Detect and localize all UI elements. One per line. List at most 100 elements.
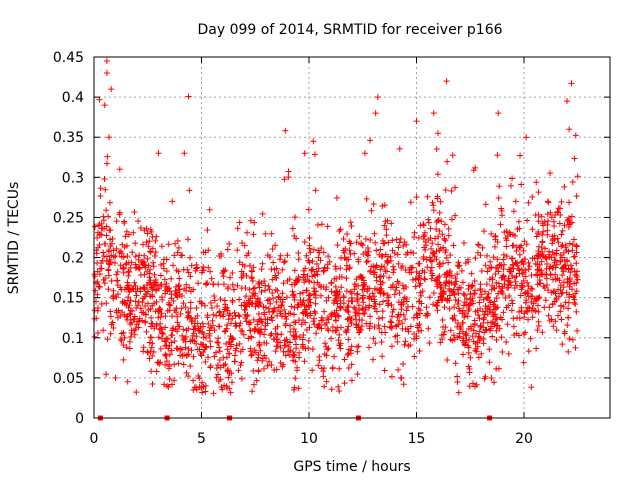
data-point <box>331 311 338 318</box>
data-point <box>249 278 256 285</box>
data-point <box>515 218 522 225</box>
data-point <box>224 346 231 353</box>
data-point <box>224 322 231 329</box>
data-point <box>323 297 330 304</box>
data-point <box>125 285 132 292</box>
data-point <box>301 358 308 365</box>
data-point <box>503 338 510 345</box>
data-point <box>162 324 169 331</box>
data-point <box>266 296 273 303</box>
data-point <box>291 319 298 326</box>
data-point <box>436 247 443 254</box>
data-point <box>565 314 572 321</box>
data-point <box>299 299 306 306</box>
data-point <box>354 371 361 378</box>
data-point <box>227 389 234 396</box>
data-point <box>228 370 235 377</box>
data-point <box>443 255 450 262</box>
data-point <box>96 96 103 103</box>
data-point <box>158 310 165 317</box>
data-point <box>183 281 190 288</box>
data-point <box>441 328 448 335</box>
data-point <box>441 304 448 311</box>
data-point <box>459 320 466 327</box>
data-point <box>561 328 568 335</box>
data-point <box>186 254 193 261</box>
data-point <box>547 170 554 177</box>
data-point <box>454 271 461 278</box>
data-point <box>373 262 380 269</box>
data-point <box>294 304 301 311</box>
data-point <box>130 229 137 236</box>
data-point <box>400 242 407 249</box>
data-point <box>140 284 147 291</box>
data-point <box>381 367 388 374</box>
data-point <box>238 375 245 382</box>
data-point <box>539 329 546 336</box>
data-point <box>265 283 272 290</box>
data-point <box>405 328 412 335</box>
data-point <box>336 387 343 394</box>
data-point <box>95 244 102 251</box>
data-point <box>452 184 459 191</box>
data-point <box>437 198 444 205</box>
data-point <box>426 254 433 261</box>
data-point <box>137 285 144 292</box>
data-point <box>569 286 576 293</box>
data-point <box>352 305 359 312</box>
data-point <box>146 248 153 255</box>
data-point <box>337 345 344 352</box>
data-point <box>205 354 212 361</box>
data-point <box>463 295 470 302</box>
data-point <box>482 303 489 310</box>
data-point <box>282 127 289 134</box>
data-point <box>573 308 580 315</box>
data-point <box>299 336 306 343</box>
data-point <box>440 260 447 267</box>
data-point <box>412 276 419 283</box>
data-point <box>131 279 138 286</box>
data-point <box>513 247 520 254</box>
data-point <box>221 297 228 304</box>
data-point <box>205 320 212 327</box>
data-point <box>345 298 352 304</box>
data-point <box>335 337 342 344</box>
data-point <box>275 304 282 311</box>
data-point <box>388 220 395 227</box>
data-point <box>347 350 354 357</box>
data-point <box>476 328 483 335</box>
data-point <box>116 166 123 173</box>
data-point <box>299 289 306 296</box>
data-point <box>342 245 349 252</box>
data-point <box>287 328 294 335</box>
data-point <box>207 268 214 275</box>
data-point <box>411 335 418 342</box>
data-point <box>558 303 565 310</box>
data-point <box>175 323 182 330</box>
data-point <box>105 266 112 273</box>
data-point <box>148 228 155 235</box>
data-point <box>376 301 383 308</box>
data-point <box>145 243 152 250</box>
data-point <box>270 259 277 266</box>
data-point <box>274 323 281 330</box>
data-point <box>413 311 420 318</box>
data-point <box>145 306 152 313</box>
data-point <box>361 310 368 317</box>
data-point <box>107 227 114 234</box>
data-point <box>190 330 197 337</box>
data-point <box>354 348 361 355</box>
data-point <box>521 314 528 321</box>
data-point <box>207 338 214 345</box>
y-tick-label: 0.1 <box>62 331 84 347</box>
data-point <box>377 273 384 280</box>
data-point <box>433 256 440 263</box>
data-point <box>484 294 491 301</box>
data-point <box>445 259 452 266</box>
data-point <box>236 296 243 303</box>
data-point <box>124 378 131 385</box>
data-point <box>372 239 379 246</box>
data-points <box>91 58 581 397</box>
data-point <box>216 308 223 315</box>
data-point <box>521 256 528 263</box>
